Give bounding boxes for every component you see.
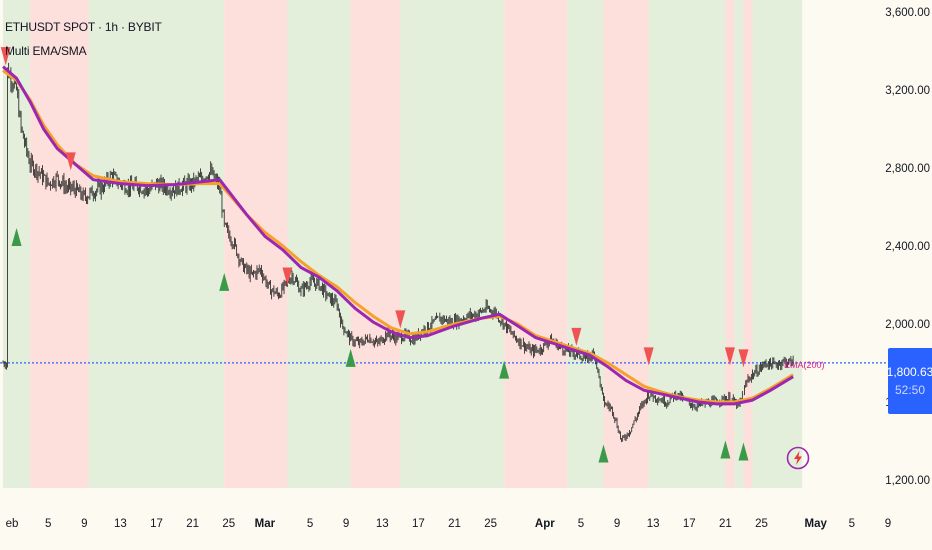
y-tick-label: 1,200.00 bbox=[885, 475, 930, 487]
y-tick-label: 3,200.00 bbox=[885, 85, 930, 97]
x-tick-label: Apr bbox=[535, 518, 555, 530]
buy-signal-arrow bbox=[720, 440, 731, 459]
last-price-badge: 1,800.63 52:50 bbox=[886, 348, 932, 414]
sma-line bbox=[2, 69, 794, 404]
buy-signal-arrow bbox=[345, 348, 356, 367]
buy-signal-arrow bbox=[219, 272, 230, 291]
sell-signal-arrow bbox=[282, 267, 293, 286]
y-tick-label: 2,800.00 bbox=[885, 163, 930, 175]
x-tick-label: 5 bbox=[45, 518, 51, 530]
sell-signal-arrow bbox=[0, 47, 11, 66]
sell-signal-arrow bbox=[395, 310, 406, 329]
x-tick-label: eb bbox=[6, 518, 19, 530]
x-tick-label: Mar bbox=[255, 518, 276, 530]
moving-average-lines bbox=[2, 65, 794, 406]
bull-zone bbox=[400, 0, 505, 488]
signal-arrows bbox=[0, 47, 749, 463]
buy-signal-arrow bbox=[11, 228, 22, 246]
sell-signal-arrow bbox=[571, 327, 582, 346]
x-tick-label: 13 bbox=[647, 518, 660, 530]
x-tick-label: 21 bbox=[186, 518, 199, 530]
bull-zone bbox=[88, 0, 225, 488]
bear-zone bbox=[350, 0, 401, 488]
bull-zone bbox=[567, 0, 604, 488]
x-tick-label: 13 bbox=[114, 518, 127, 530]
indicator-label[interactable]: Multi EMA/SMA bbox=[5, 44, 87, 58]
bear-zone bbox=[504, 0, 568, 488]
y-tick-label: 2,400.00 bbox=[885, 241, 930, 253]
x-tick-label: 21 bbox=[448, 518, 461, 530]
bull-zone bbox=[734, 0, 744, 488]
y-tick-label: 2,000.00 bbox=[885, 319, 930, 331]
y-tick-label: 3,600.00 bbox=[885, 7, 930, 19]
bull-zone bbox=[752, 0, 803, 488]
x-tick-label: 17 bbox=[150, 518, 163, 530]
bear-zone bbox=[603, 0, 649, 488]
buy-signal-arrow bbox=[598, 444, 609, 463]
buy-signal-arrow bbox=[738, 442, 749, 461]
sell-signal-arrow bbox=[724, 347, 735, 366]
x-tick-label: May bbox=[805, 518, 828, 530]
x-tick-label: 25 bbox=[484, 518, 497, 530]
time-axis[interactable]: eb 5 9 13 17 21 25 Mar 5 9 13 17 21 25 Apr 5 9 13 17 21 25 Ma… bbox=[6, 518, 892, 530]
candle-countdown: 52:50 bbox=[894, 383, 926, 397]
x-tick-label: 9 bbox=[885, 518, 891, 530]
x-tick-label: 5 bbox=[578, 518, 584, 530]
x-tick-label: 21 bbox=[719, 518, 732, 530]
x-tick-label: 17 bbox=[412, 518, 425, 530]
ema-label: EMA(200) bbox=[784, 360, 825, 370]
buy-signal-arrow bbox=[499, 360, 510, 379]
bull-zone bbox=[648, 0, 726, 488]
sell-signal-arrow bbox=[65, 152, 76, 171]
x-tick-label: 13 bbox=[376, 518, 389, 530]
lightning-logo-icon[interactable] bbox=[786, 446, 810, 470]
x-tick-label: 9 bbox=[343, 518, 349, 530]
x-tick-label: 9 bbox=[81, 518, 87, 530]
bear-zone bbox=[30, 0, 89, 488]
trend-zones bbox=[3, 0, 803, 488]
x-tick-label: 9 bbox=[614, 518, 620, 530]
x-tick-label: 17 bbox=[683, 518, 696, 530]
ema-line bbox=[2, 65, 794, 406]
price-axis[interactable]: 3,600.00 3,200.00 2,800.00 2,400.00 2,000.00… bbox=[885, 0, 932, 550]
x-tick-label: 5 bbox=[307, 518, 313, 530]
price-axis-bg bbox=[886, 0, 932, 550]
bull-zone bbox=[287, 0, 351, 488]
bear-zone bbox=[725, 0, 735, 488]
sell-signal-arrow bbox=[738, 349, 749, 368]
symbol-title: ETHUSDT SPOT · 1h · BYBIT bbox=[5, 20, 162, 34]
x-tick-label: 25 bbox=[755, 518, 768, 530]
bear-zone bbox=[743, 0, 753, 488]
x-tick-label: 5 bbox=[849, 518, 855, 530]
x-tick-label: 25 bbox=[222, 518, 235, 530]
last-price-value: 1,800.63 bbox=[886, 365, 932, 379]
sell-signal-arrow bbox=[643, 347, 654, 366]
